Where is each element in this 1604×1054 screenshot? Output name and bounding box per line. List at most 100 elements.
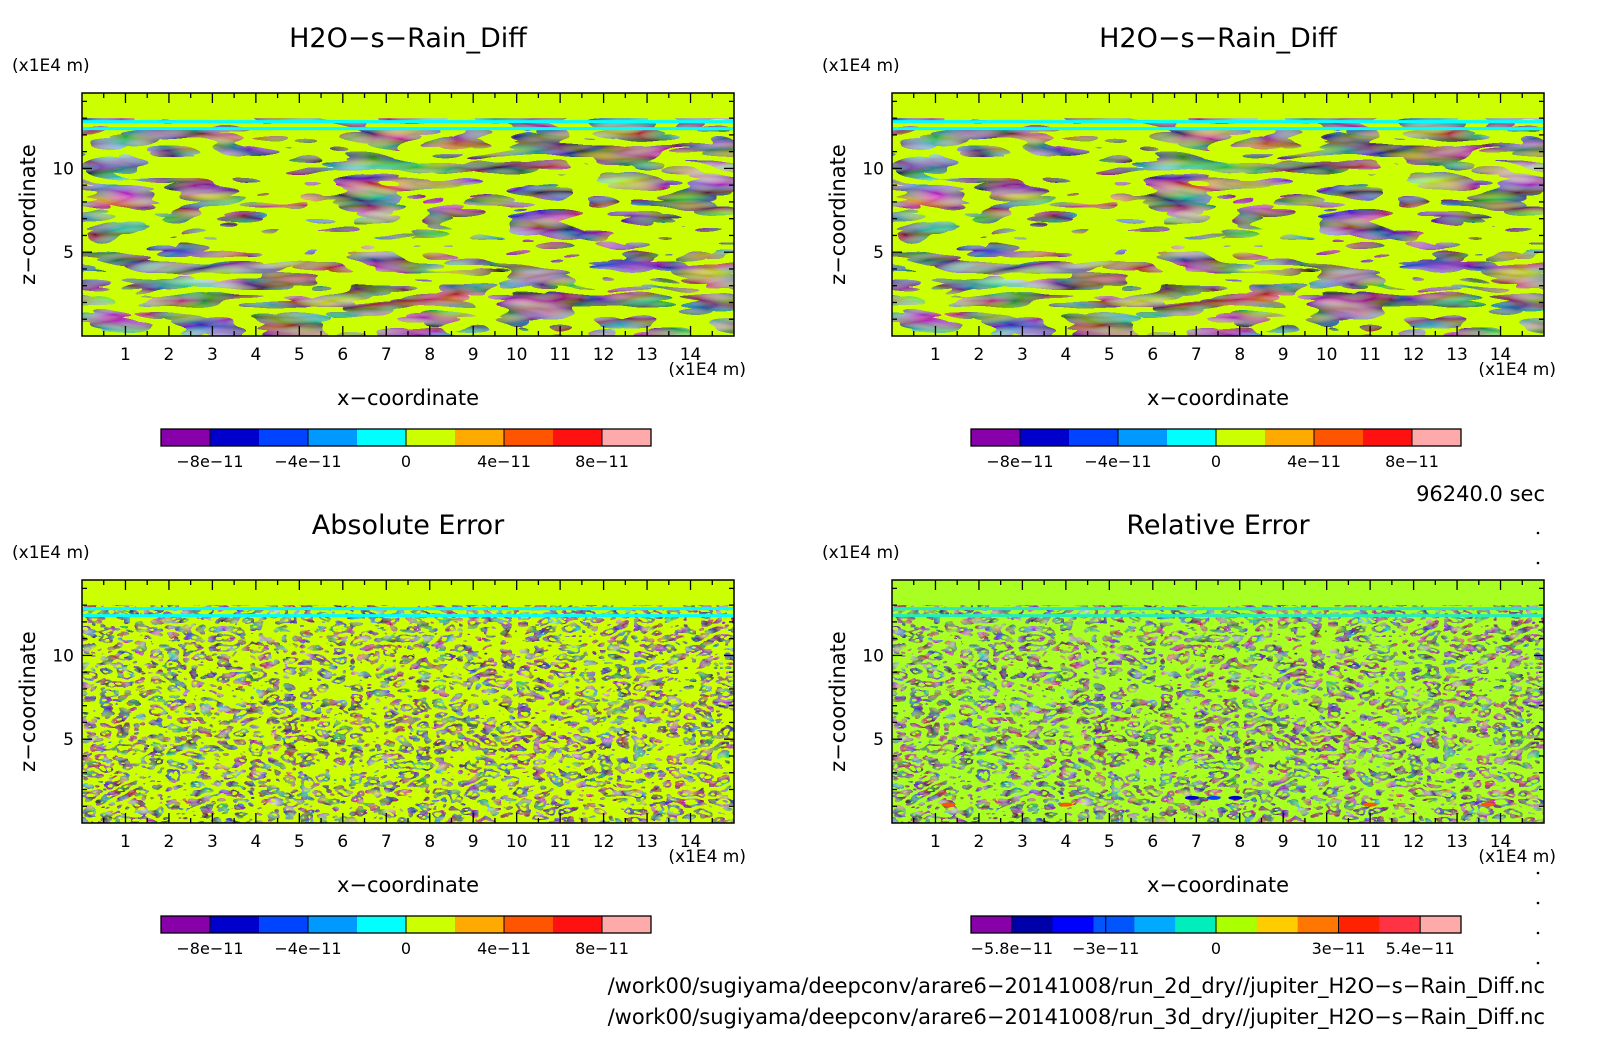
- x-tick-label: 13: [636, 832, 658, 852]
- x-tick-label: 4: [1060, 345, 1071, 365]
- colorbar-swatch: [455, 429, 505, 446]
- z-tick-label: 5: [63, 730, 74, 750]
- contour-field: [892, 93, 1544, 336]
- x-tick-label: 8: [424, 832, 435, 852]
- z-tick-label: 10: [862, 159, 884, 179]
- colorbar-swatch: [553, 429, 603, 446]
- x-tick-label: 2: [164, 345, 175, 365]
- z-tick-label: 5: [873, 243, 884, 263]
- extremum-mark: [1206, 795, 1221, 800]
- colorbar-swatch: [504, 429, 554, 446]
- colorbar-label: 4e−11: [477, 939, 531, 958]
- extremum-mark: [1480, 802, 1495, 807]
- colorbar-label: 8e−11: [1385, 452, 1439, 471]
- colorbar-swatch: [1069, 429, 1119, 446]
- colorbar-swatch: [1338, 916, 1380, 933]
- colorbar-swatch: [1093, 916, 1135, 933]
- contour-field: [82, 93, 734, 336]
- x-unit-label: (x1E4 m): [1478, 360, 1556, 380]
- x-tick-label: 9: [468, 345, 479, 365]
- colorbar-label: −3e−11: [1072, 939, 1139, 958]
- x-tick-label: 3: [1017, 345, 1028, 365]
- contour-field: [82, 580, 734, 823]
- x-tick-label: 12: [1403, 345, 1425, 365]
- x-tick-label: 3: [207, 345, 218, 365]
- colorbar: −8e−11 −4e−11 0 4e−11 8e−11: [160, 915, 652, 958]
- x-tick-label: 8: [1234, 832, 1245, 852]
- x-tick-label: 8: [424, 345, 435, 365]
- x-tick-label: 9: [468, 832, 479, 852]
- x-tick-label: 5: [1104, 345, 1115, 365]
- colorbar-swatch: [1265, 429, 1315, 446]
- extremum-mark: [941, 802, 956, 807]
- colorbar: −8e−11 −4e−11 0 4e−11 8e−11: [970, 428, 1462, 471]
- x-tick-label: 1: [930, 832, 941, 852]
- x-tick-label: 7: [381, 345, 392, 365]
- colorbar-label: −8e−11: [986, 452, 1053, 471]
- z-axis-label: z−coordinate: [16, 631, 40, 772]
- x-tick-label: 11: [1359, 345, 1381, 365]
- x-tick-label: 8: [1234, 345, 1245, 365]
- colorbar-swatch: [971, 429, 1021, 446]
- x-tick-label: 9: [1278, 345, 1289, 365]
- colorbar-swatch: [1175, 916, 1217, 933]
- colorbar-swatch: [1379, 916, 1421, 933]
- x-tick-label: 6: [337, 345, 348, 365]
- colorbar-swatch: [1216, 916, 1258, 933]
- colorbar-swatch: [1020, 429, 1070, 446]
- x-tick-label: 9: [1278, 832, 1289, 852]
- colorbar-swatch: [406, 429, 456, 446]
- colorbar-swatch: [553, 916, 603, 933]
- colorbar-swatch: [1011, 916, 1054, 933]
- x-tick-label: 10: [506, 345, 528, 365]
- colorbar-swatch: [1134, 916, 1176, 933]
- colorbar-label: 3e−11: [1312, 939, 1366, 958]
- panel-1: H2O−s−Rain_Diff(x1E4 m)1 2 3 4 5 6 7 8 9 10 11 12 13…: [12, 23, 746, 471]
- z-unit-label: (x1E4 m): [822, 56, 900, 76]
- x-axis-label: x−coordinate: [1147, 386, 1289, 410]
- x-tick-label: 2: [974, 345, 985, 365]
- x-axis-label: x−coordinate: [1147, 873, 1289, 897]
- colorbar-swatch: [1118, 429, 1168, 446]
- z-unit-label: (x1E4 m): [822, 543, 900, 563]
- z-axis-label: z−coordinate: [16, 144, 40, 285]
- colorbar-swatch: [455, 916, 505, 933]
- x-tick-label: 1: [120, 832, 131, 852]
- colorbar-swatch: [1412, 429, 1462, 446]
- x-tick-label: 10: [506, 832, 528, 852]
- file-path-2: /work00/sugiyama/deepconv/arare6−2014100…: [608, 1005, 1545, 1030]
- x-tick-label: 7: [1191, 345, 1202, 365]
- colorbar-label: 4e−11: [1287, 452, 1341, 471]
- x-tick-label: 3: [207, 832, 218, 852]
- colorbar-label: −8e−11: [176, 939, 243, 958]
- x-tick-label: 6: [1147, 832, 1158, 852]
- colorbar-swatch: [259, 429, 309, 446]
- z-tick-label: 10: [862, 646, 884, 666]
- colorbar-swatch: [308, 916, 358, 933]
- x-tick-label: 5: [1104, 832, 1115, 852]
- extremum-mark: [1363, 802, 1378, 807]
- x-tick-label: 4: [250, 345, 261, 365]
- x-tick-label: 14: [680, 832, 702, 852]
- x-axis-label: x−coordinate: [337, 873, 479, 897]
- colorbar-swatch: [602, 916, 652, 933]
- x-tick-label: 1: [120, 345, 131, 365]
- x-tick-label: 1: [930, 345, 941, 365]
- x-tick-label: 14: [1490, 345, 1512, 365]
- colorbar-label: 8e−11: [575, 939, 629, 958]
- x-tick-label: 5: [294, 832, 305, 852]
- x-tick-label: 14: [1490, 832, 1512, 852]
- x-tick-label: 13: [1446, 832, 1468, 852]
- panel-title: Relative Error: [1126, 510, 1310, 541]
- panel-3: Absolute Error(x1E4 m)1 2 3 4 5 6 7 8 9 10 11 12 13 1…: [12, 510, 746, 958]
- panel-title: Absolute Error: [312, 510, 505, 541]
- colorbar: −5.8e−11 −3e−11 0 3e−11 5.4e−11: [970, 915, 1462, 958]
- x-tick-label: 2: [164, 832, 175, 852]
- z-unit-label: (x1E4 m): [12, 56, 90, 76]
- x-tick-label: 6: [1147, 345, 1158, 365]
- colorbar-swatch: [259, 916, 309, 933]
- colorbar-label: −4e−11: [1084, 452, 1151, 471]
- colorbar-swatch: [1363, 429, 1413, 446]
